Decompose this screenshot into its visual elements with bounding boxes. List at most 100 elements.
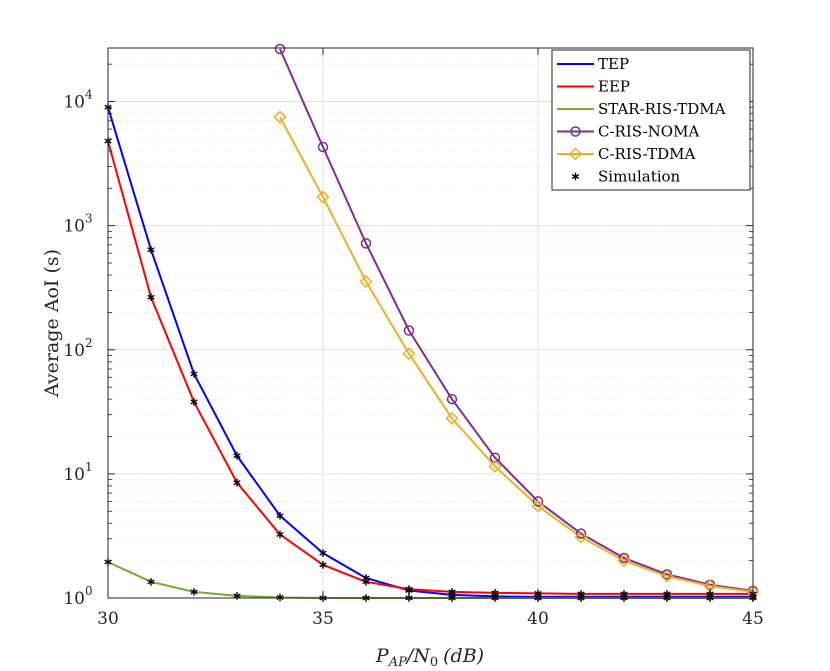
legend-label-c-ris-tdma: C-RIS-TDMA — [598, 145, 696, 163]
data-point-c-ris-tdma — [273, 110, 287, 124]
data-point-c-ris-noma — [274, 43, 286, 55]
simulation-point — [190, 398, 198, 406]
legend-marker-c-ris-tdma — [568, 147, 583, 161]
data-point-c-ris-noma — [489, 452, 501, 463]
simulation-point — [147, 578, 155, 586]
data-point-c-ris-tdma — [445, 411, 459, 425]
y-tick-exponent: 0 — [85, 584, 93, 598]
y-tick-label: 103 — [63, 212, 92, 237]
asterisk-stroke — [190, 589, 198, 595]
plot-frame — [107, 47, 754, 599]
asterisk-stroke — [362, 575, 370, 581]
data-point-c-ris-tdma — [531, 499, 545, 513]
simulation-point — [405, 585, 413, 593]
series-line-c-ris-tdma — [279, 116, 754, 593]
x-tick-label: 45 — [742, 609, 764, 629]
x-axis-label: PAP/N0 (dB) — [375, 645, 484, 670]
legend-label-star-ris-tdma: STAR-RIS-TDMA — [598, 100, 726, 118]
asterisk-stroke — [147, 247, 155, 253]
asterisk-stroke — [233, 593, 241, 599]
legend-box — [551, 49, 751, 191]
asterisk-stroke — [706, 591, 714, 597]
legend: TEP EEP STAR-RIS-TDMA C-RIS-NOMA C-RIS-TDMA S… — [551, 49, 751, 191]
simulation-point — [362, 578, 370, 586]
x-tick-labels: 30 35 40 45 — [97, 609, 764, 629]
asterisk-stroke — [319, 550, 327, 556]
x-tick-label: 35 — [312, 609, 334, 629]
asterisk-stroke — [620, 591, 628, 597]
asterisk-stroke — [319, 562, 327, 568]
x-label-main: P — [375, 645, 390, 667]
data-point-c-ris-tdma — [574, 530, 588, 544]
series-line-c-ris-noma — [279, 48, 754, 592]
y-axis-label: Average AoI (s) — [41, 249, 63, 398]
series-line-tep — [107, 106, 753, 598]
y-tick-exponent: 4 — [85, 88, 93, 102]
asterisk-stroke — [491, 590, 499, 596]
y-tick-exponent: 2 — [85, 336, 93, 350]
y-tick-base: 10 — [63, 341, 85, 361]
y-tick-base: 10 — [63, 589, 85, 609]
y-tick-label: 102 — [63, 336, 92, 361]
y-tick-exponent: 1 — [85, 460, 93, 474]
legend-marker-simulation — [571, 172, 580, 181]
x-label-unit: (dB) — [443, 645, 484, 667]
simulation-point — [233, 478, 241, 487]
x-label-sub: AP — [388, 655, 407, 670]
y-tick-base: 10 — [63, 465, 85, 485]
y-tick-label: 101 — [63, 460, 92, 485]
simulation-point — [190, 370, 198, 378]
legend-label-eep: EEP — [598, 78, 630, 96]
y-tick-base: 10 — [63, 217, 85, 237]
data-point-c-ris-noma — [360, 238, 372, 249]
legend-label-simulation: Simulation — [598, 168, 681, 186]
series-line-eep — [107, 140, 753, 595]
simulation-point — [233, 451, 241, 460]
y-tick-exponent: 3 — [85, 212, 93, 226]
simulation-point — [319, 561, 327, 569]
simulation-point — [276, 511, 284, 520]
data-point-c-ris-tdma — [316, 190, 330, 204]
simulation-point — [276, 593, 284, 602]
legend-entries: TEP EEP STAR-RIS-TDMA C-RIS-NOMA C-RIS-TDMA S… — [557, 55, 726, 186]
legend-marker-c-ris-noma — [570, 126, 581, 137]
asterisk-stroke — [276, 531, 284, 537]
data-point-c-ris-tdma — [617, 554, 631, 568]
simulation-point — [147, 293, 155, 302]
x-tick-label: 40 — [527, 609, 549, 629]
asterisk-stroke — [448, 589, 456, 595]
legend-label-tep: TEP — [598, 55, 629, 73]
data-point-c-ris-noma — [446, 393, 458, 405]
data-point-c-ris-noma — [532, 496, 544, 507]
asterisk-stroke — [190, 399, 198, 405]
y-tick-base: 10 — [63, 93, 85, 113]
x-tick-label: 30 — [97, 609, 119, 629]
simulation-point — [147, 245, 155, 254]
asterisk-stroke — [577, 591, 585, 597]
data-point-c-ris-tdma — [660, 569, 674, 583]
asterisk-stroke — [276, 594, 284, 600]
data-point-c-ris-noma — [575, 528, 587, 539]
asterisk-stroke — [147, 579, 155, 585]
asterisk-stroke — [276, 513, 284, 519]
asterisk-stroke — [571, 173, 580, 180]
asterisk-stroke — [233, 480, 241, 486]
legend-label-c-ris-noma: C-RIS-NOMA — [598, 123, 699, 141]
asterisk-stroke — [147, 294, 155, 300]
data-point-c-ris-noma — [317, 141, 329, 153]
asterisk-stroke — [190, 371, 198, 377]
y-tick-label: 100 — [63, 584, 92, 609]
y-tick-label: 104 — [63, 88, 93, 113]
asterisk-stroke — [233, 453, 241, 459]
data-point-c-ris-tdma — [488, 459, 502, 473]
data-point-c-ris-noma — [403, 325, 415, 336]
simulation-point — [190, 588, 198, 596]
simulation-point — [319, 549, 327, 557]
data-point-c-ris-tdma — [359, 274, 373, 289]
asterisk-stroke — [405, 586, 413, 592]
x-label-mid: /N — [405, 645, 431, 667]
asterisk-stroke — [362, 579, 370, 585]
data-point-c-ris-tdma — [402, 347, 416, 361]
